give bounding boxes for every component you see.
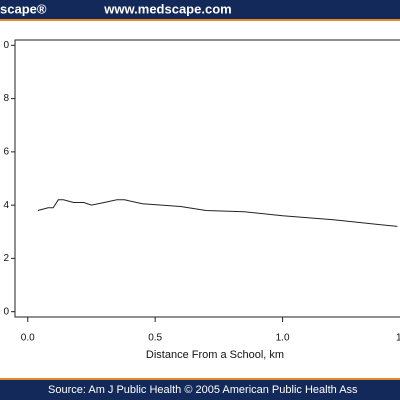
header-rule <box>0 19 400 21</box>
y-tick-label: 0 <box>3 40 9 51</box>
footer-rule <box>0 378 400 380</box>
data-line <box>37 199 398 227</box>
brand: scape® <box>0 1 47 16</box>
y-tick-label: 6 <box>3 147 9 158</box>
footer-bar <box>0 380 400 400</box>
y-tick-label: 0 <box>3 306 9 317</box>
y-tick-label: 2 <box>3 253 9 264</box>
x-tick-label: 0.5 <box>148 333 162 344</box>
x-axis-label: Distance From a School, km <box>146 349 284 361</box>
x-tick-label: 0.0 <box>21 333 35 344</box>
source: Source: Am J Public Health © 2005 Americ… <box>48 384 358 396</box>
x-tick-label: 1 <box>396 333 400 344</box>
header-bar <box>0 0 400 19</box>
y-tick-label: 4 <box>3 200 9 211</box>
site-url[interactable]: www.medscape.com <box>103 1 231 16</box>
y-tick-label: 8 <box>3 93 9 104</box>
plot-frame <box>14 39 400 318</box>
x-tick-label: 1.0 <box>276 333 290 344</box>
